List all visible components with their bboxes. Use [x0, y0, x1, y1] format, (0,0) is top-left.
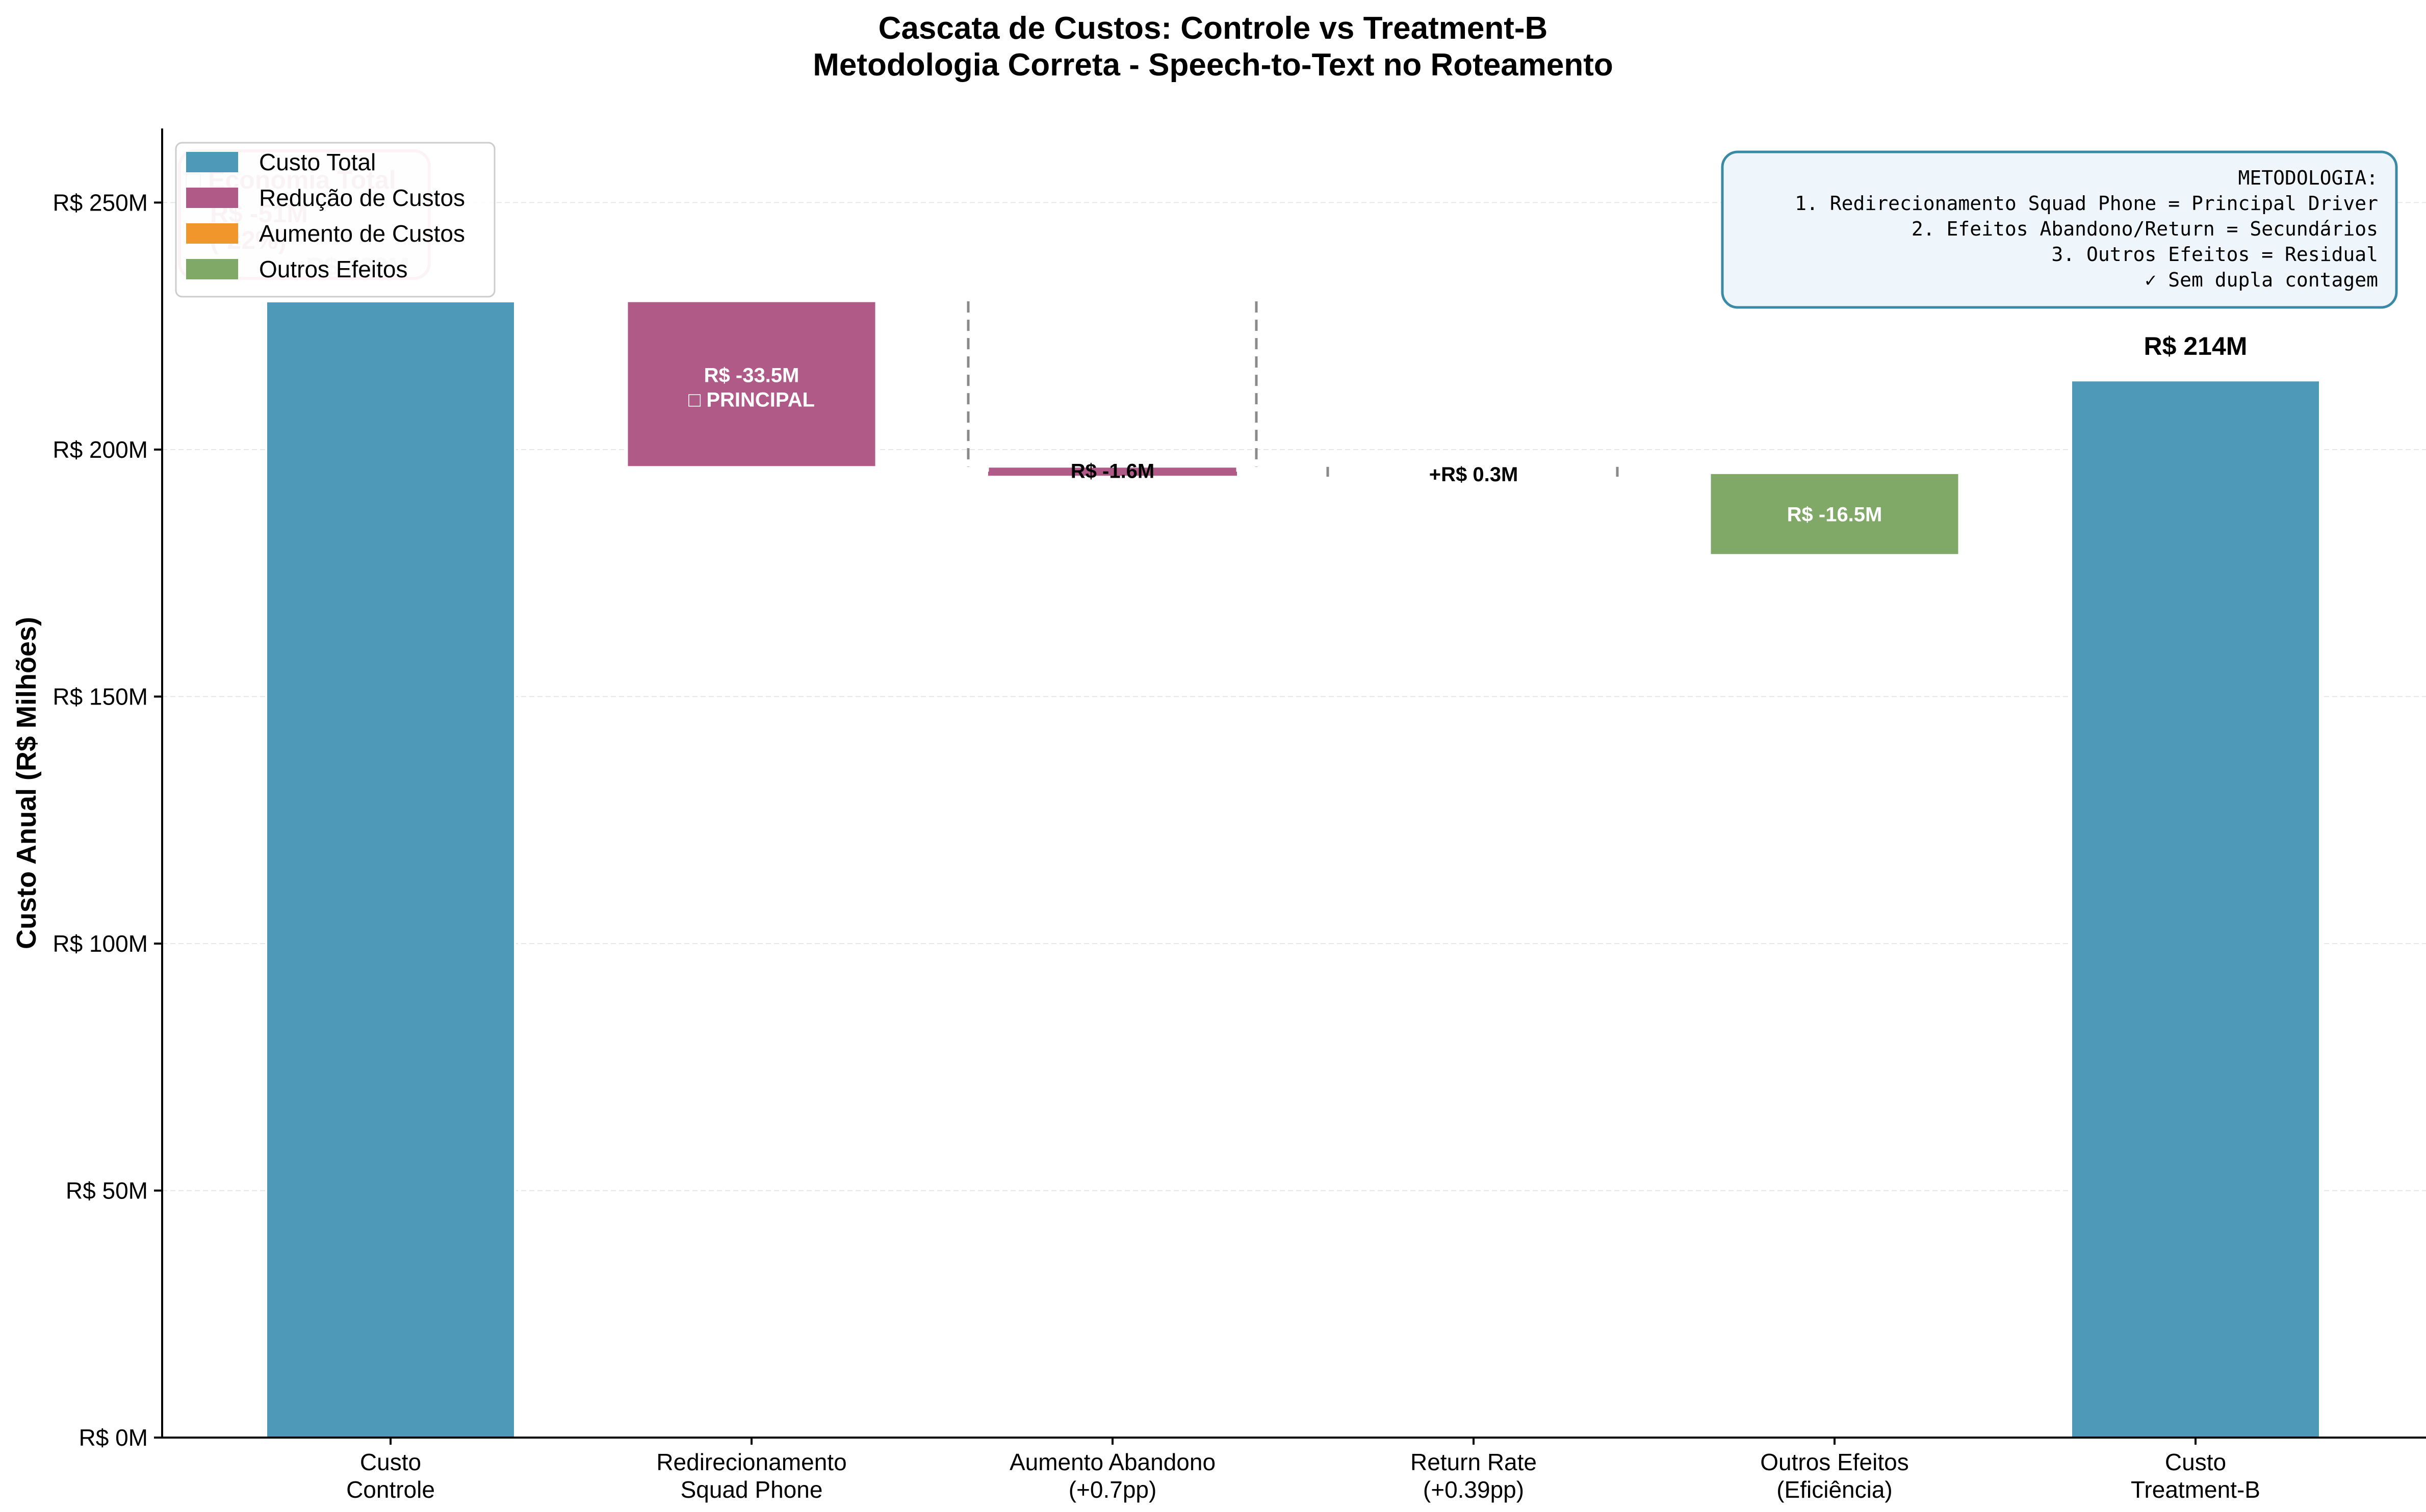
methodology-line: 3. Outros Efeitos = Residual [2051, 243, 2378, 266]
chart-subtitle: Metodologia Correta - Speech-to-Text no … [813, 47, 1613, 83]
legend-label: Custo Total [259, 149, 376, 175]
connectors [967, 301, 1619, 477]
y-tick-label: R$ 200M [53, 436, 148, 463]
legend-frame [175, 142, 496, 298]
x-tick-label: Return Rate [1410, 1449, 1537, 1475]
x-tick-label: Custo [2165, 1449, 2226, 1475]
methodology-line: 2. Efeitos Abandono/Return = Secundários [1912, 218, 2378, 240]
y-ticks: R$ 0M R$ 50M R$ 100M R$ 150M R$ 200M R$ 250M [53, 189, 162, 1451]
bar-total [265, 300, 516, 1439]
y-tick-label: R$ 100M [53, 930, 148, 957]
methodology-box: METODOLOGIA: 1. Redirecionamento Squad Ph… [1721, 150, 2398, 309]
bar-other [1709, 472, 1960, 556]
y-axis-label: Custo Anual (R$ Milhões) [11, 617, 42, 949]
delta-note-label: □ PRINCIPAL [688, 388, 815, 411]
delta-value-label: R$ -1.6M [1071, 460, 1155, 483]
legend-swatch [186, 188, 238, 208]
legend-label: Redução de Custos [259, 185, 465, 211]
y-tick-label: R$ 150M [53, 683, 148, 710]
methodology-line: 1. Redirecionamento Squad Phone = Princi… [1795, 192, 2378, 215]
x-tick-label: (Eficiência) [1776, 1476, 1893, 1503]
y-tick-label: R$ 250M [53, 189, 148, 216]
bar-increase [1348, 472, 1599, 476]
bar-total [2070, 379, 2321, 1439]
x-tick-label: Custo [360, 1449, 421, 1475]
delta-value-label: +R$ 0.3M [1429, 463, 1518, 486]
bar-reduction [626, 300, 877, 468]
methodology-frame [1721, 150, 2398, 309]
legend-label: Outros Efeitos [259, 256, 407, 282]
bars [265, 300, 2321, 1439]
x-tick-label: (+0.39pp) [1423, 1476, 1524, 1503]
chart-title: Cascata de Custos: Controle vs Treatment… [879, 11, 1548, 46]
axes [161, 128, 2426, 1439]
y-tick-label: R$ 50M [66, 1177, 148, 1204]
legend-label: Aumento de Custos [259, 220, 465, 247]
x-tick-label: (+0.7pp) [1069, 1476, 1157, 1503]
x-tick-label: Redirecionamento [656, 1449, 846, 1475]
x-tick-label: Treatment-B [2131, 1476, 2260, 1503]
delta-value-label: R$ -33.5M [704, 364, 799, 386]
x-tick-label: Squad Phone [681, 1476, 823, 1503]
x-tick-label: Controle [346, 1476, 435, 1503]
x-tick-label: Aumento Abandono [1010, 1449, 1216, 1475]
legend-swatch [186, 223, 238, 244]
total-value-label: R$ 214M [2144, 332, 2248, 360]
methodology-line: ✓ Sem dupla contagem [2145, 269, 2378, 291]
legend-swatch [186, 259, 238, 279]
delta-value-label: R$ -16.5M [1787, 503, 1882, 526]
y-tick-label: R$ 0M [79, 1424, 148, 1451]
methodology-title: METODOLOGIA: [2238, 167, 2378, 189]
bar-labels: R$ -33.5M□ PRINCIPAL R$ -1.6M +R$ 0.3M R$ -… [688, 332, 2247, 526]
x-tick-label: Outros Efeitos [1760, 1449, 1908, 1475]
legend-swatch [186, 152, 238, 172]
legend: Custo Total Redução de Custos Aumento de C… [175, 142, 496, 298]
